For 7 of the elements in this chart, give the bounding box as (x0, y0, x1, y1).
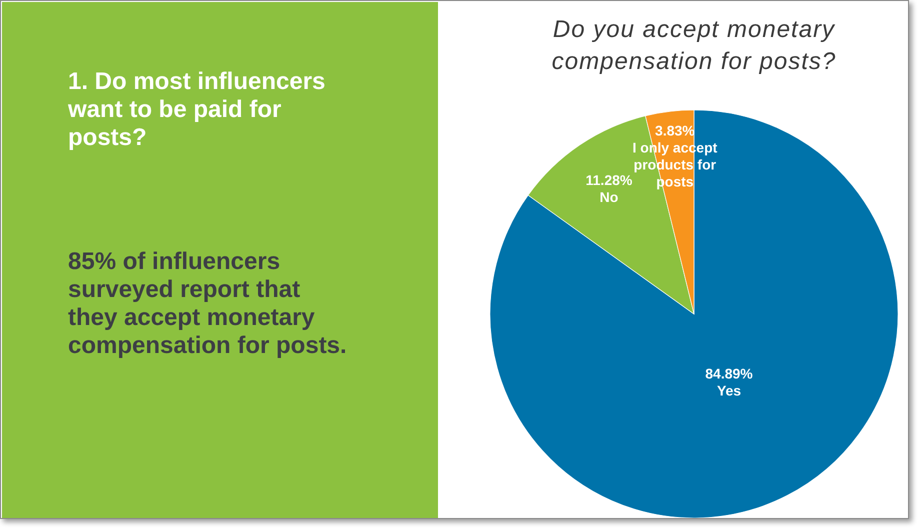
text: 85% of influencers surveyed report that they accept monetary compensation for posts. (68, 248, 348, 360)
slice-label: No (600, 188, 618, 205)
slice-label: Yes (716, 382, 742, 399)
data-label: 11.28% (586, 172, 633, 188)
text: 1. Do most influencers want to be paid for posts? (68, 68, 326, 152)
data-label: 84.89% (705, 366, 754, 382)
chart-title: Do you accept monetary compensation for posts? (552, 16, 836, 75)
